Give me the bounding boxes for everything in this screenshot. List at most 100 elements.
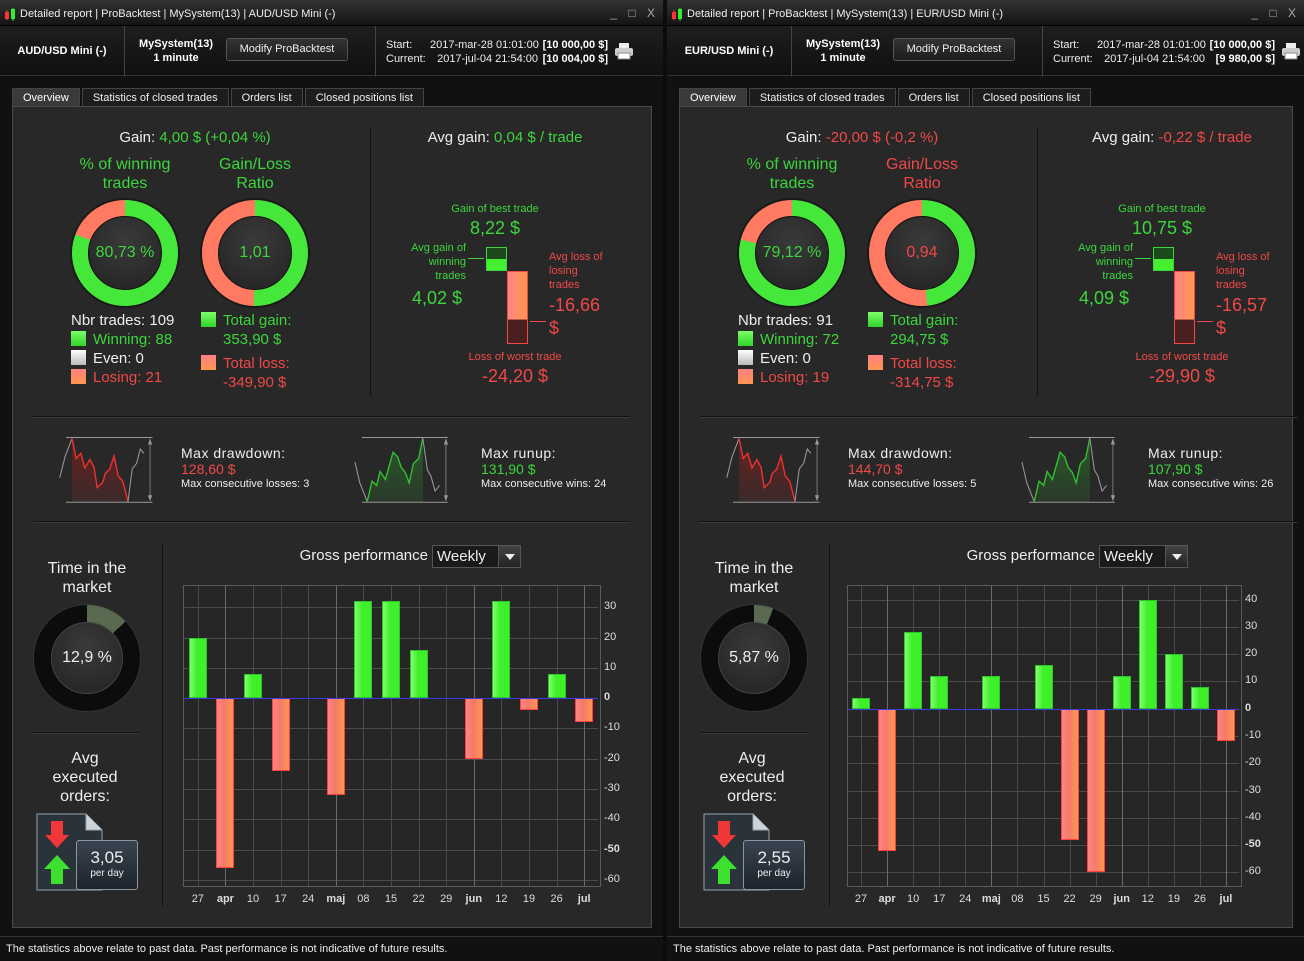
up-arrow-icon [44, 855, 70, 884]
x-tick-label: jun [465, 893, 483, 905]
start-capital: [10 000,00 $] [542, 39, 608, 51]
x-tick-label: maj [981, 893, 1001, 905]
avg-gain-value: 0,04 $ / trade [494, 129, 583, 146]
x-tick-label: 08 [357, 893, 370, 905]
max-runup-label: Max runup: [481, 445, 557, 461]
total-gain-label: Total gain: [223, 312, 292, 329]
avg-loss-label: Avg loss of losing trades [549, 251, 603, 291]
chart-bar [520, 698, 538, 711]
chart-bar [852, 697, 871, 709]
window-titlebar: Detailed report | ProBacktest | MySystem… [0, 0, 663, 26]
start-label: Start: [1053, 39, 1080, 51]
window-title: Detailed report | ProBacktest | MySystem… [20, 8, 336, 20]
gain-label: Gain: [785, 129, 822, 146]
gridline-vertical [1199, 586, 1201, 886]
avg-loss-arrow-icon [1197, 321, 1213, 322]
x-tick-label: 19 [1167, 893, 1180, 905]
avg-loss-value: -16,66 $ [549, 295, 601, 338]
x-tick-label: 29 [1089, 893, 1102, 905]
window-controls[interactable]: _ □ X [610, 6, 659, 20]
tab-overview[interactable]: Overview [679, 88, 747, 107]
max-drawdown-block: Max drawdown: 144,70 $ Max consecutive l… [848, 445, 976, 491]
totals-legend: Total gain: 294,75 $ Total loss: -314,75… [868, 311, 958, 392]
down-arrow-icon [712, 821, 736, 848]
tab-overview[interactable]: Overview [12, 88, 80, 107]
timeframe: 1 minute [820, 52, 866, 64]
chart-bar [982, 676, 1001, 709]
y-tick-label: 30 [1245, 619, 1258, 632]
chevron-down-icon[interactable] [1165, 546, 1187, 567]
gain-loss-ratio-value: 1,01 [218, 216, 292, 290]
x-tick-label: 17 [933, 893, 946, 905]
avg-win-value: 4,02 $ [412, 288, 463, 308]
tab-statistics-closed-trades[interactable]: Statistics of closed trades [81, 88, 229, 107]
gridline-vertical [556, 586, 558, 886]
dates: 2017-mar-28 01:01:00 2017-jul-04 21:54:00 [430, 38, 539, 66]
divider [700, 732, 807, 734]
avg-win-label: Avg gain of winning trades [411, 242, 466, 282]
winning-count: Winning: 88 [93, 331, 173, 348]
chart-bar [930, 676, 949, 709]
up-arrow-icon [711, 855, 737, 884]
losing-count: Losing: 19 [760, 369, 830, 386]
gross-performance-label: Gross performance [299, 547, 428, 564]
modify-probacktest-button[interactable]: Modify ProBacktest [226, 38, 348, 61]
x-tick-label: 27 [191, 893, 204, 905]
system-info: MySystem(13) 1 minute [128, 37, 224, 65]
divider [33, 416, 630, 418]
runup-sparkline [354, 436, 449, 503]
x-tick-label: apr [216, 893, 234, 905]
modify-probacktest-button[interactable]: Modify ProBacktest [893, 38, 1015, 61]
print-icon[interactable] [614, 42, 634, 60]
chart-bar [326, 698, 345, 796]
x-tick-label: jun [1113, 893, 1130, 905]
divider [700, 416, 1297, 418]
x-tick-label: 22 [1063, 893, 1076, 905]
gridline-vertical [861, 586, 863, 886]
gridline-vertical [363, 586, 365, 886]
chart-bar [216, 698, 235, 868]
best-trade-value: 10,75 $ [1131, 218, 1193, 238]
max-runup-label: Max runup: [1148, 445, 1224, 461]
total-gain-value: 294,75 $ [890, 331, 949, 348]
current-date: 2017-jul-04 21:54:00 [1104, 53, 1205, 65]
max-drawdown-label: Max drawdown: [181, 445, 286, 461]
tab-statistics-closed-trades[interactable]: Statistics of closed trades [748, 88, 896, 107]
max-drawdown-block: Max drawdown: 128,60 $ Max consecutive l… [181, 445, 309, 491]
gridline-vertical [308, 586, 310, 886]
tab-orders-list[interactable]: Orders list [230, 88, 303, 107]
period-select[interactable]: Weekly [432, 545, 521, 568]
report-window-left: Detailed report | ProBacktest | MySystem… [0, 0, 663, 955]
x-tick-label: 26 [1193, 893, 1207, 905]
tab-closed-positions-list[interactable]: Closed positions list [971, 88, 1091, 107]
capitals: [10 000,00 $] [10 004,00 $] [542, 38, 608, 66]
current-capital: [9 980,00 $] [1215, 53, 1275, 65]
winning-pct-value: 80,73 % [88, 216, 162, 290]
max-runup-value: 107,90 $ [1148, 461, 1203, 477]
timeframe: 1 minute [153, 52, 199, 64]
y-tick-label: 30 [604, 600, 617, 613]
time-in-market-label: Time in the market [714, 560, 794, 596]
chevron-down-icon[interactable] [498, 546, 520, 567]
avg-win-label: Avg gain of winning trades [1078, 242, 1133, 282]
tab-orders-list[interactable]: Orders list [897, 88, 970, 107]
losing-swatch [738, 369, 753, 384]
system-info: MySystem(13) 1 minute [795, 37, 891, 65]
period-select[interactable]: Weekly [1099, 545, 1188, 568]
winning-swatch [738, 331, 753, 346]
y-tick-label: 40 [1245, 592, 1258, 605]
y-tick-label: 0 [604, 691, 611, 704]
time-in-market-gauge: 12,9 % [34, 605, 140, 711]
gridline-vertical [1121, 586, 1123, 886]
window-controls[interactable]: _ □ X [1251, 6, 1300, 20]
print-icon[interactable] [1281, 42, 1301, 60]
y-tick-label: -40 [604, 812, 620, 825]
x-tick-label: 26 [550, 893, 563, 905]
x-tick-label: 24 [302, 893, 315, 905]
chart-bar [878, 708, 897, 851]
tab-closed-positions-list[interactable]: Closed positions list [304, 88, 424, 107]
gain-summary: Gain: -20,00 $ (-0,2 %) [727, 129, 997, 146]
current-date: 2017-jul-04 21:54:00 [437, 53, 538, 65]
even-swatch [71, 350, 86, 365]
chart-bar [464, 698, 483, 759]
